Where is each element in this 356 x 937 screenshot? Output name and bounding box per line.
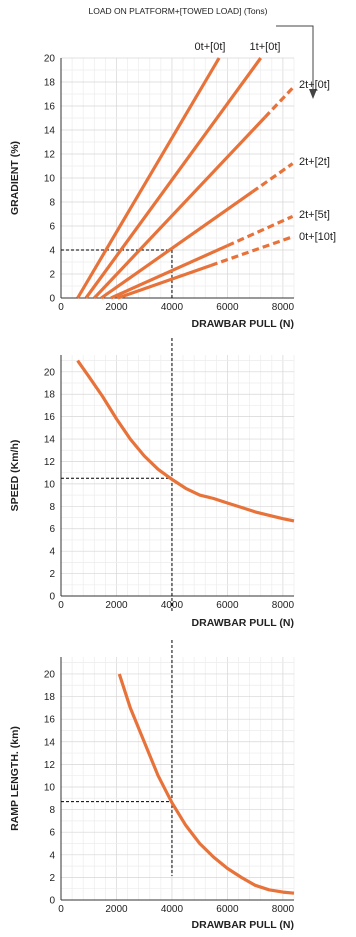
x-tick-label: 8000 <box>272 302 295 313</box>
y-axis-label: SPEED (Km/h) <box>9 440 21 512</box>
y-tick-label: 16 <box>44 412 56 423</box>
y-tick-label: 0 <box>49 592 55 603</box>
chart-panel-1: 0 2000 4000 6000 8000 0 2 4 6 8 10 12 14 16 18 20 DRAWBA… <box>9 41 336 330</box>
y-tick-label: 2 <box>49 569 55 580</box>
y-tick-label: 14 <box>44 126 56 137</box>
series-line-solid <box>76 57 221 299</box>
series-curve <box>76 359 295 523</box>
x-tick-label: 8000 <box>272 904 295 915</box>
header-arrow-line <box>276 25 314 96</box>
y-tick-label: 10 <box>44 782 56 793</box>
x-axis-label: DRAWBAR PULL (N) <box>192 919 294 931</box>
series-line-solid <box>110 244 229 300</box>
x-tick-label: 2000 <box>105 302 128 313</box>
y-tick-label: 4 <box>49 246 55 257</box>
y-tick-label: 0 <box>49 294 55 305</box>
series-line-solid <box>100 190 254 300</box>
y-tick-label: 12 <box>44 457 56 468</box>
series-line-dashed <box>263 86 294 119</box>
y-tick-label: 16 <box>44 715 56 726</box>
series-curve <box>117 673 295 895</box>
y-tick-label: 4 <box>49 850 55 861</box>
chart-header-title: LOAD ON PLATFORM+[TOWED LOAD] (Tons) <box>89 6 268 16</box>
y-tick-label: 2 <box>49 873 55 884</box>
y-tick-label: 12 <box>44 150 56 161</box>
series-label: 2t+[0t] <box>299 79 330 91</box>
series-line-solid <box>93 116 267 300</box>
y-tick-label: 18 <box>44 78 56 89</box>
series-line-dashed <box>251 162 294 194</box>
y-tick-label: 6 <box>49 524 55 535</box>
y-tick-label: 8 <box>49 198 55 209</box>
series-label: 1t+[0t] <box>250 41 281 53</box>
x-tick-label: 4000 <box>161 302 184 313</box>
x-axis-label: DRAWBAR PULL (N) <box>192 617 294 629</box>
x-tick-label: 0 <box>58 600 64 611</box>
x-axis-label: DRAWBAR PULL (N) <box>192 318 294 330</box>
y-tick-label: 16 <box>44 102 56 113</box>
y-tick-label: 4 <box>49 547 55 558</box>
x-tick-label: 6000 <box>216 600 239 611</box>
x-tick-label: 4000 <box>161 904 184 915</box>
x-tick-label: 6000 <box>216 904 239 915</box>
y-tick-label: 14 <box>44 737 56 748</box>
y-tick-label: 20 <box>44 367 56 378</box>
y-tick-label: 20 <box>44 54 56 65</box>
x-tick-label: 2000 <box>105 600 128 611</box>
y-tick-label: 14 <box>44 435 56 446</box>
y-tick-label: 0 <box>49 896 55 907</box>
y-tick-label: 12 <box>44 760 56 771</box>
series-label: 0t+[10t] <box>299 231 336 243</box>
y-tick-label: 2 <box>49 270 55 281</box>
chart-panel-3: 0 2000 4000 6000 8000 0 2 4 6 8 10 12 14 16 18 20 DRAWBA… <box>9 640 294 931</box>
y-tick-label: 20 <box>44 669 56 680</box>
y-tick-label: 18 <box>44 692 56 703</box>
x-tick-label: 6000 <box>216 302 239 313</box>
series-label: 0t+[0t] <box>195 41 226 53</box>
y-tick-label: 8 <box>49 502 55 513</box>
x-tick-label: 2000 <box>105 904 128 915</box>
y-tick-label: 10 <box>44 174 56 185</box>
series-line-solid <box>117 263 212 300</box>
y-tick-label: 8 <box>49 805 55 816</box>
series-line-dashed <box>226 214 294 248</box>
x-tick-label: 0 <box>58 302 64 313</box>
header-arrow-head <box>309 89 317 99</box>
y-tick-label: 6 <box>49 828 55 839</box>
y-tick-label: 18 <box>44 390 56 401</box>
series-label: 2t+[2t] <box>299 156 330 168</box>
y-axis-label: RAMP LENGTH. (km) <box>9 726 21 831</box>
y-tick-label: 6 <box>49 222 55 233</box>
series-label: 2t+[5t] <box>299 209 330 221</box>
chart-panel-2: 0 2000 4000 6000 800002468101214161820DRAWBA… <box>9 338 294 629</box>
series-line-solid <box>84 57 263 299</box>
y-tick-label: 10 <box>44 479 56 490</box>
x-tick-label: 0 <box>58 904 64 915</box>
x-tick-label: 8000 <box>272 600 295 611</box>
y-axis-label: GRADIENT (%) <box>9 141 21 215</box>
series-line-dashed <box>210 235 294 267</box>
